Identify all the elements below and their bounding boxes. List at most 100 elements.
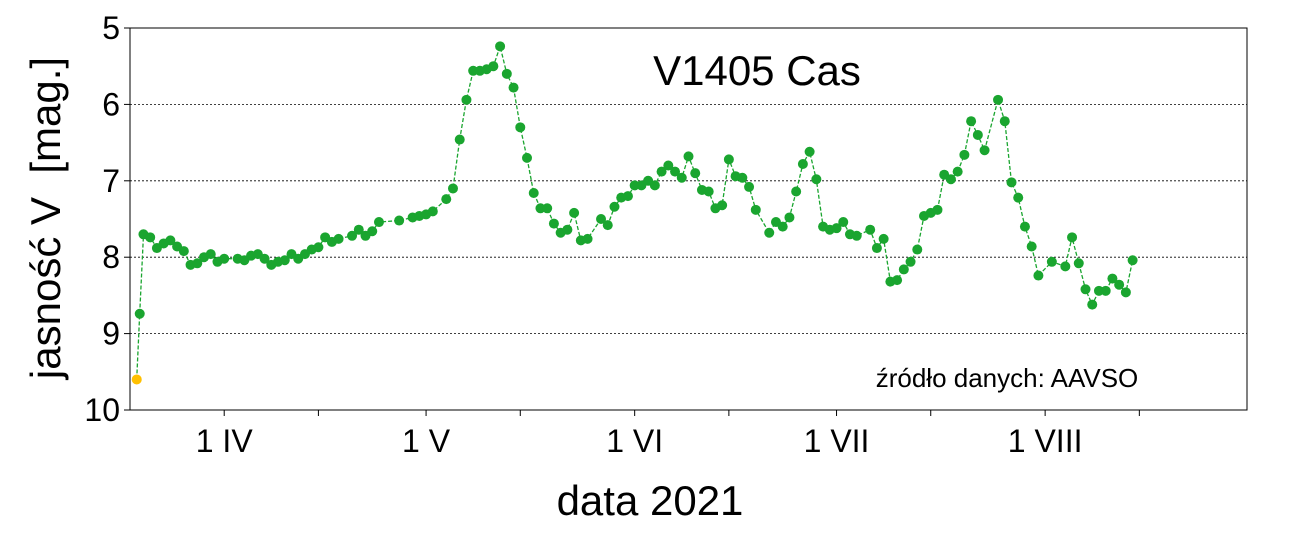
data-point <box>1087 299 1098 310</box>
data-point <box>488 61 499 72</box>
data-point <box>1060 261 1071 272</box>
data-point <box>750 204 761 215</box>
data-point <box>602 220 613 231</box>
x-tick-labels: 1 IV 1 V 1 VI 1 VII 1 VIII <box>196 423 1083 459</box>
x-tick-label: 1 V <box>402 423 451 459</box>
data-point <box>744 181 755 192</box>
data-point <box>649 180 660 191</box>
data-point <box>1114 279 1125 290</box>
data-point <box>784 212 795 223</box>
y-tick-label: 8 <box>102 239 120 275</box>
data-point <box>717 200 728 211</box>
data-point <box>548 218 559 229</box>
data-point <box>851 230 862 241</box>
data-point <box>1006 177 1017 188</box>
axis-ticks <box>124 27 1140 416</box>
x-tick-label: 1 VI <box>606 423 663 459</box>
data-point <box>501 68 512 79</box>
data-point <box>1046 256 1057 267</box>
y-tick-label: 6 <box>102 86 120 122</box>
data-point <box>454 134 465 145</box>
data-point <box>495 41 506 52</box>
data-point <box>353 224 364 235</box>
data-point <box>945 174 956 185</box>
data-point <box>979 145 990 156</box>
data-point <box>441 194 452 205</box>
data-point <box>791 186 802 197</box>
data-point <box>205 249 216 260</box>
data-points <box>131 41 1138 385</box>
data-point <box>737 172 748 183</box>
data-point <box>831 223 842 234</box>
x-tick-label: 1 VII <box>804 423 870 459</box>
data-point <box>528 188 539 199</box>
data-point <box>892 275 903 286</box>
data-point <box>690 168 701 179</box>
data-point <box>676 172 687 183</box>
data-point <box>131 374 142 385</box>
data-point <box>838 217 849 228</box>
data-point <box>582 233 593 244</box>
data-point <box>966 116 977 127</box>
chart-background <box>0 0 1313 460</box>
data-point <box>993 94 1004 105</box>
data-point <box>447 183 458 194</box>
y-axis-label: jasność V [mag.] <box>22 57 69 381</box>
data-point <box>1067 232 1078 243</box>
data-point <box>999 116 1010 127</box>
chart-title: V1405 Cas <box>653 47 861 94</box>
data-point <box>134 308 145 319</box>
data-point <box>192 258 203 269</box>
data-point <box>508 82 519 93</box>
data-point <box>333 233 344 244</box>
data-point <box>1019 221 1030 232</box>
data-point <box>427 206 438 217</box>
data-point <box>723 154 734 165</box>
data-point <box>542 203 553 214</box>
data-point <box>912 244 923 255</box>
data-point <box>279 255 290 266</box>
data-point <box>394 215 405 226</box>
plot-frame <box>129 27 1248 411</box>
data-point <box>1026 241 1037 252</box>
data-point <box>871 243 882 254</box>
data-point <box>562 224 573 235</box>
x-tick-label: 1 IV <box>196 423 254 459</box>
data-point <box>777 221 788 232</box>
data-point <box>959 149 970 160</box>
data-point <box>347 230 358 241</box>
data-point <box>905 256 916 267</box>
data-point <box>313 242 324 253</box>
data-point <box>259 253 270 264</box>
data-point <box>165 235 176 246</box>
data-point <box>878 233 889 244</box>
data-point <box>367 226 378 237</box>
x-tick-label: 1 VIII <box>1008 423 1083 459</box>
data-point <box>1107 273 1118 284</box>
y-tick-label: 9 <box>102 316 120 352</box>
data-point <box>522 152 533 163</box>
data-point <box>656 166 667 177</box>
data-point <box>670 166 681 177</box>
data-point <box>461 94 472 105</box>
x-axis-label: data 2021 <box>557 477 744 524</box>
data-point <box>703 186 714 197</box>
y-tick-labels: 5 6 7 8 9 10 <box>84 10 120 428</box>
data-point <box>1080 284 1091 295</box>
data-point <box>569 207 580 218</box>
data-point <box>804 146 815 157</box>
data-point <box>219 253 230 264</box>
data-point <box>797 158 808 169</box>
data-point <box>1033 270 1044 281</box>
data-point <box>952 166 963 177</box>
data-point <box>972 129 983 140</box>
data-point <box>764 227 775 238</box>
y-tick-label: 10 <box>84 392 120 428</box>
y-tick-label: 5 <box>102 10 120 46</box>
data-point <box>1120 287 1131 298</box>
data-point <box>515 122 526 133</box>
data-point <box>609 201 620 212</box>
data-point <box>1100 285 1111 296</box>
data-source-note: źródło danych: AAVSO <box>876 363 1139 393</box>
